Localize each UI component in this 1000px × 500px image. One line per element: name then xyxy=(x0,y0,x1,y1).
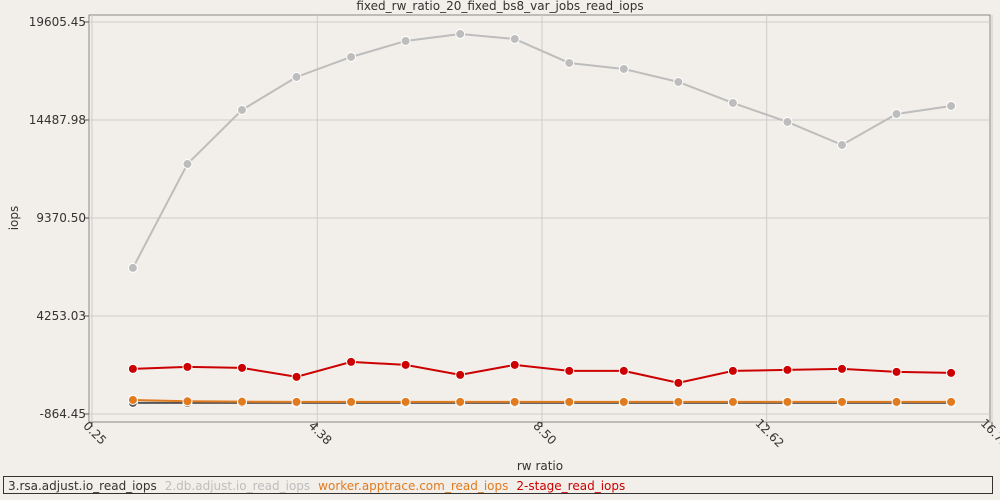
data-point xyxy=(782,116,793,127)
data-point xyxy=(618,396,629,407)
data-point xyxy=(291,71,302,82)
plot-frame xyxy=(88,14,991,423)
data-point xyxy=(837,396,847,407)
data-point xyxy=(727,396,738,407)
y-tick-label: -864.45 xyxy=(40,407,86,421)
data-point xyxy=(727,365,738,376)
data-point xyxy=(291,371,302,382)
legend-entry: 2-stage_read_iops xyxy=(516,479,626,493)
data-point xyxy=(509,359,520,370)
data-point xyxy=(400,35,411,46)
series-line xyxy=(132,360,952,384)
data-point xyxy=(237,104,247,115)
data-point xyxy=(291,396,302,407)
data-point xyxy=(946,367,957,378)
data-point xyxy=(673,76,684,87)
data-point xyxy=(182,361,193,372)
chart-title: fixed_rw_ratio_20_fixed_bs8_var_jobs_rea… xyxy=(356,0,643,13)
data-point xyxy=(837,363,847,374)
x-tick-label: 16.75 xyxy=(978,416,1000,450)
data-point xyxy=(837,139,847,150)
x-tick-label: 8.50 xyxy=(530,419,559,448)
x-tick-label: 12.62 xyxy=(752,416,786,450)
data-point xyxy=(946,396,957,407)
data-point xyxy=(182,396,193,407)
data-point xyxy=(618,365,629,376)
data-point xyxy=(400,359,411,370)
data-point xyxy=(509,396,520,407)
x-tick-label: 4.38 xyxy=(306,419,335,448)
data-point xyxy=(346,356,357,367)
data-point xyxy=(127,394,138,405)
data-point xyxy=(509,33,520,44)
data-point xyxy=(127,363,138,374)
y-tick-label: 4253.03 xyxy=(36,309,86,323)
y-tick-label: 19605.45 xyxy=(29,15,86,29)
data-point xyxy=(782,396,793,407)
data-point xyxy=(564,365,575,376)
y-axis-label: iops xyxy=(7,206,21,231)
data-point xyxy=(673,377,684,388)
data-point xyxy=(237,362,247,373)
series-line xyxy=(132,32,952,269)
data-point xyxy=(946,100,957,111)
y-tick-label: 9370.50 xyxy=(36,211,86,225)
data-point xyxy=(182,158,193,169)
legend-entry: 3.rsa.adjust.io_read_iops xyxy=(8,479,157,493)
legend-entry: 2.db.adjust.io_read_iops xyxy=(164,479,311,493)
x-axis-label: rw ratio xyxy=(517,459,563,473)
data-point xyxy=(782,364,793,375)
data-point xyxy=(346,396,357,407)
x-tick-label: 0.25 xyxy=(80,419,109,448)
data-point xyxy=(618,63,629,74)
data-point xyxy=(127,262,138,273)
data-point xyxy=(237,396,247,407)
data-point xyxy=(564,396,575,407)
data-point xyxy=(455,28,466,39)
data-point xyxy=(891,366,902,377)
series-line xyxy=(132,398,952,403)
legend: 3.rsa.adjust.io_read_iops 2.db.adjust.io_… xyxy=(3,476,993,494)
y-tick-label: 14487.98 xyxy=(29,113,86,127)
chart: fixed_rw_ratio_20_fixed_bs8_var_jobs_rea… xyxy=(7,0,1000,473)
data-point xyxy=(727,97,738,108)
data-point xyxy=(346,51,357,62)
data-point xyxy=(455,369,466,380)
data-point xyxy=(673,396,684,407)
data-point xyxy=(400,396,411,407)
data-point xyxy=(891,108,902,119)
legend-entry: worker.apptrace.com_read_iops xyxy=(318,479,509,493)
data-point xyxy=(891,396,902,407)
data-point xyxy=(455,396,466,407)
data-point xyxy=(564,57,575,68)
